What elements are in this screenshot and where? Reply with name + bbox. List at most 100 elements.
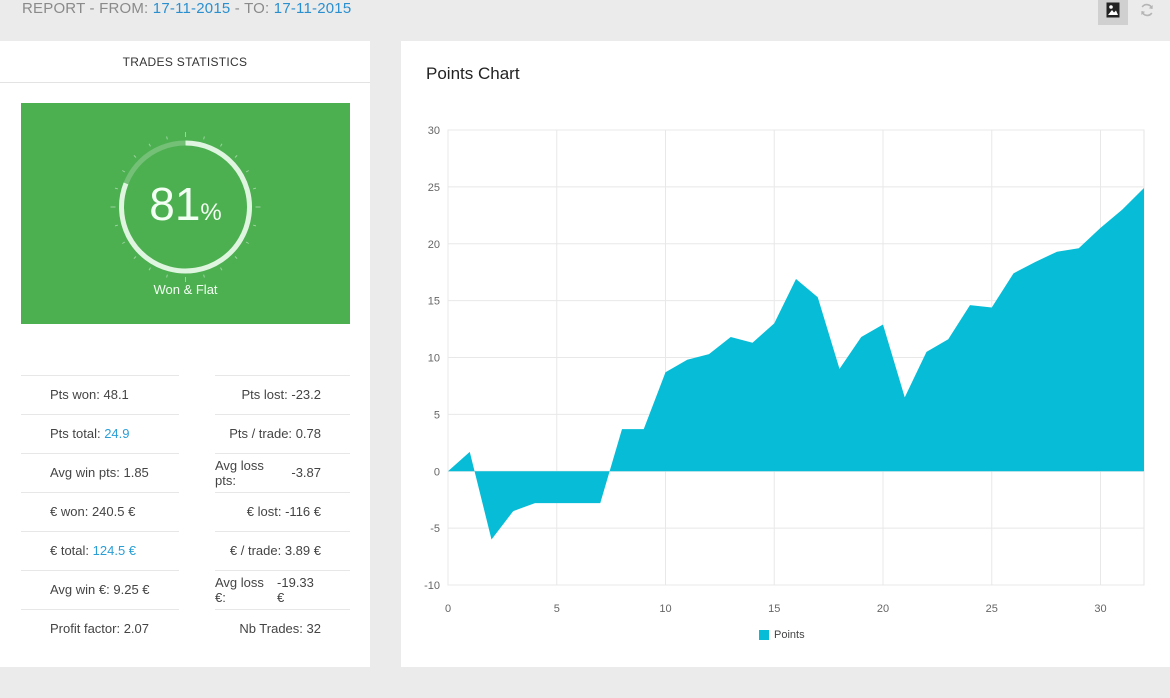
trades-statistics-panel: TRADES STATISTICS 81% Won & Flat Pts won…	[0, 41, 370, 667]
stat-eur-won: € won: 240.5 €	[21, 492, 179, 530]
stat-value: -19.33 €	[277, 574, 314, 605]
gauge-label: Won & Flat	[153, 282, 218, 297]
panel-title: TRADES STATISTICS	[0, 41, 370, 83]
stat-value: 48.1	[103, 387, 129, 402]
footer-band	[0, 667, 1170, 698]
y-tick-label: 5	[434, 409, 440, 421]
stat-label: Pts won:	[50, 387, 100, 402]
y-tick-label: -10	[424, 580, 440, 592]
gauge-tick	[234, 256, 238, 259]
refresh-button[interactable]	[1132, 0, 1162, 25]
gauge-tick	[166, 274, 168, 278]
to-date[interactable]: 17-11-2015	[273, 0, 352, 17]
stat-eur-per-trade: € / trade: 3.89 €	[215, 531, 350, 569]
points-chart: 30 25 20 15 10 5 0 -5 -10 0 5 10 15 20 25 30	[424, 125, 1145, 615]
x-tick-label: 15	[768, 603, 780, 615]
report-prefix: REPORT - FROM:	[22, 0, 153, 17]
stat-nb-trades: Nb Trades: 32	[215, 609, 350, 647]
stat-label: Profit factor:	[50, 621, 121, 636]
gauge-tick	[234, 155, 238, 158]
stat-label: Pts lost:	[241, 387, 288, 402]
refresh-icon	[1139, 2, 1155, 23]
stat-avg-win-pts: Avg win pts: 1.85	[21, 453, 179, 491]
stat-value: 9.25 €	[113, 582, 150, 597]
stat-row: Profit factor: 2.07 Nb Trades: 32	[21, 609, 350, 648]
stat-value: -23.2	[291, 387, 321, 402]
chart-title: Points Chart	[426, 64, 520, 83]
won-flat-gauge	[110, 132, 261, 282]
stat-value: 1.85	[123, 465, 149, 480]
stat-label: € / trade:	[229, 543, 282, 558]
points-chart-panel: 30 25 20 15 10 5 0 -5 -10 0 5 10 15 20 25 30 Points Ch…	[401, 41, 1170, 667]
stats-table: Pts won: 48.1 Pts lost: -23.2 Pts total:…	[21, 375, 350, 648]
stat-row: Avg win pts: 1.85 Avg loss pts: -3.87	[21, 453, 350, 492]
gauge-tick	[133, 256, 137, 259]
stat-label: € total:	[50, 543, 90, 558]
image-icon	[1106, 2, 1120, 23]
gauge-tick	[148, 267, 151, 271]
x-tick-label: 5	[554, 603, 560, 615]
stat-avg-win-eur: Avg win €: 9.25 €	[21, 570, 179, 608]
x-tick-label: 20	[877, 603, 889, 615]
stat-value: 2.07	[123, 621, 150, 636]
gauge-unit: %	[200, 199, 222, 226]
gauge-tick	[220, 267, 223, 271]
x-tick-label: 30	[1094, 603, 1106, 615]
gauge-tick	[252, 187, 257, 190]
stat-row: Pts won: 48.1 Pts lost: -23.2	[21, 375, 350, 414]
y-tick-label: 10	[428, 353, 440, 365]
stat-value: 0.78	[295, 426, 321, 441]
points-area[interactable]	[448, 188, 1144, 540]
stat-pts-per-trade: Pts / trade: 0.78	[215, 414, 350, 452]
gauge-tick	[122, 241, 126, 244]
legend-swatch	[759, 630, 769, 640]
stat-label: Pts total:	[50, 426, 101, 441]
gauge-tick	[114, 224, 119, 227]
gauge-tick	[203, 136, 205, 140]
stat-avg-loss-pts: Avg loss pts: -3.87	[215, 453, 350, 491]
stat-value: 124.5 €	[92, 543, 137, 558]
y-tick-label: 0	[434, 466, 440, 478]
gauge-tick	[114, 187, 119, 190]
stat-label: € won:	[50, 504, 89, 519]
stat-value: -3.87	[291, 465, 321, 480]
gauge-tick	[166, 136, 168, 140]
export-image-button[interactable]	[1098, 0, 1128, 25]
won-flat-card: 81% Won & Flat	[21, 103, 350, 324]
gauge-progress-arc	[119, 140, 252, 274]
gauge-tick	[245, 241, 249, 244]
chart-legend[interactable]: Points	[759, 629, 805, 641]
gauge-tick	[122, 170, 126, 173]
gauge-tick	[245, 170, 249, 173]
y-tick-label: 30	[428, 125, 440, 137]
legend-label: Points	[774, 629, 805, 641]
stat-eur-total: € total: 124.5 €	[21, 531, 179, 569]
to-separator: - TO:	[230, 0, 274, 17]
stat-row: Pts total: 24.9 Pts / trade: 0.78	[21, 414, 350, 453]
stat-row: € total: 124.5 € € / trade: 3.89 €	[21, 531, 350, 570]
stat-label: Avg loss €:	[215, 574, 264, 605]
stat-value: -116 €	[285, 504, 321, 519]
stat-eur-lost: € lost: -116 €	[215, 492, 350, 530]
y-tick-label: -5	[430, 523, 440, 535]
stat-value: 24.9	[104, 426, 130, 441]
gauge-tick	[252, 224, 257, 227]
stat-label: € lost:	[246, 504, 282, 519]
stat-label: Pts / trade:	[229, 426, 293, 441]
gauge-tick	[148, 143, 151, 147]
stat-avg-loss-eur: Avg loss €: -19.33 €	[215, 570, 350, 608]
y-tick-label: 15	[428, 296, 440, 308]
stat-value: 32	[306, 621, 321, 636]
stat-label: Avg win pts:	[50, 465, 120, 480]
top-bar: REPORT - FROM: 17-11-2015 - TO: 17-11-20…	[0, 0, 1170, 40]
x-tick-label: 25	[986, 603, 998, 615]
x-tick-label: 10	[659, 603, 671, 615]
gauge-tick	[133, 155, 137, 158]
stat-pts-won: Pts won: 48.1	[21, 375, 179, 413]
stat-row: Avg win €: 9.25 € Avg loss €: -19.33 €	[21, 570, 350, 609]
from-date[interactable]: 17-11-2015	[152, 0, 231, 17]
stat-profit-factor: Profit factor: 2.07	[21, 609, 179, 647]
stat-label: Avg loss pts:	[215, 457, 264, 488]
stat-value: 240.5 €	[91, 504, 136, 519]
stat-row: € won: 240.5 € € lost: -116 €	[21, 492, 350, 531]
